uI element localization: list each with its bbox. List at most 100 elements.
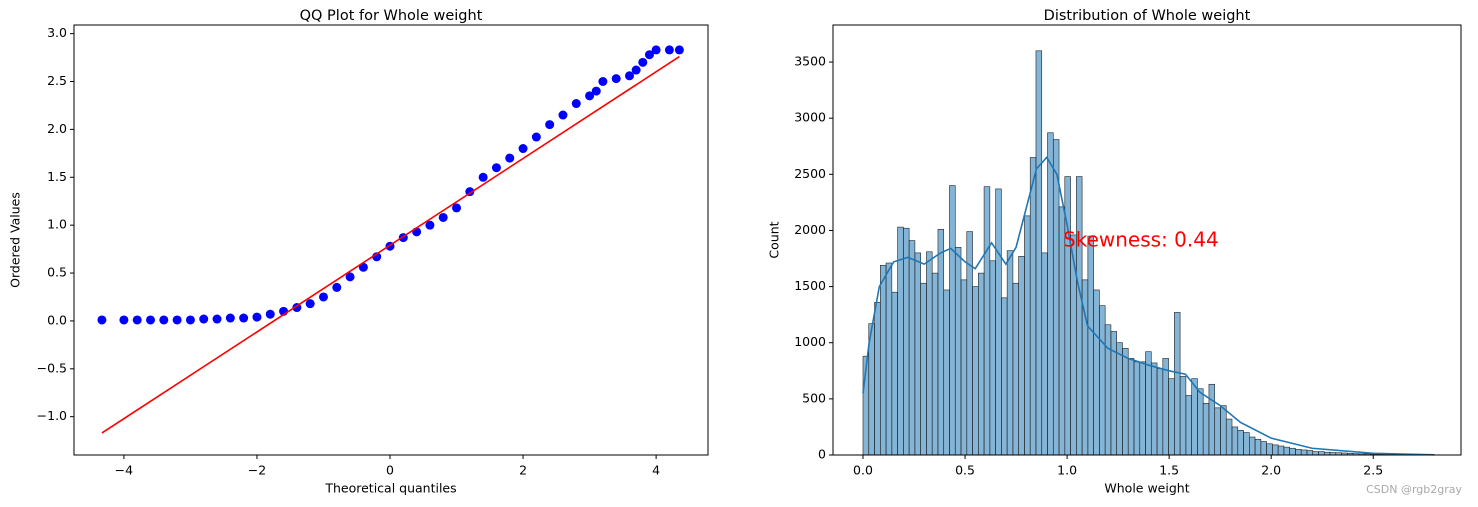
qq-point <box>425 220 435 230</box>
hist-bar <box>972 286 979 456</box>
qq-point <box>591 86 601 96</box>
hist-bar <box>1174 312 1181 456</box>
hist-bar <box>1001 297 1008 456</box>
hist-bar <box>1220 405 1227 456</box>
qq-point <box>631 65 641 75</box>
qq-point <box>585 91 595 101</box>
x-tick-label: 0.5 <box>955 463 975 478</box>
x-tick-label: 2.5 <box>1363 463 1383 478</box>
x-tick-label: −2 <box>248 463 266 478</box>
y-axis-label: Count <box>767 221 782 258</box>
hist-bar <box>1266 443 1273 456</box>
hist-bar <box>1168 378 1175 456</box>
y-tick-label: 2.5 <box>47 73 67 88</box>
hist-bar <box>1208 383 1216 456</box>
qq-point <box>318 292 328 302</box>
hist-bar <box>1237 430 1244 456</box>
hist-bar <box>954 246 962 456</box>
y-tick-label: 0 <box>818 447 826 462</box>
x-tick-label: 0 <box>386 463 394 478</box>
qq-point <box>97 315 107 325</box>
hist-bar <box>1104 324 1112 456</box>
hist-bar <box>1254 438 1262 456</box>
qq-point <box>664 45 674 55</box>
qq-point <box>518 144 528 154</box>
hist-bar <box>1191 378 1198 456</box>
qq-point <box>571 99 581 109</box>
x-axis-label: Theoretical quantiles <box>324 481 456 496</box>
qq-point <box>225 313 235 323</box>
y-tick-label: 1500 <box>794 278 826 293</box>
hist-bar <box>960 279 968 456</box>
hist-bar <box>1231 426 1239 456</box>
hist-bar <box>1306 450 1314 456</box>
hist-bar <box>920 282 927 456</box>
y-tick-label: 3500 <box>794 54 826 69</box>
hist-bar <box>914 252 921 456</box>
hist-bar <box>1041 252 1048 456</box>
hist-bar <box>1295 449 1302 456</box>
qq-point <box>199 314 209 324</box>
qq-point <box>265 309 275 319</box>
hist-bar <box>1260 441 1267 456</box>
hist-bar <box>1197 388 1204 456</box>
qq-point <box>611 74 621 84</box>
axes-frame <box>832 24 1462 456</box>
hist-bar <box>1202 403 1210 456</box>
x-tick-label: 2 <box>519 463 527 478</box>
qq-point <box>674 45 684 55</box>
hist-bar <box>937 229 945 456</box>
qq-point <box>531 132 541 142</box>
y-tick-label: 1000 <box>794 334 826 349</box>
y-tick-label: 3.0 <box>47 25 67 40</box>
hist-bar <box>1185 395 1192 456</box>
qq-point <box>558 110 568 120</box>
hist-bar <box>1150 362 1158 456</box>
hist-bar <box>1145 351 1152 456</box>
hist-bar <box>1018 255 1025 456</box>
y-tick-label: 1.5 <box>47 169 67 184</box>
fit-line <box>101 55 680 434</box>
y-tick-label: −1.0 <box>37 408 67 423</box>
qq-point <box>305 299 315 309</box>
y-tick-label: 2.0 <box>47 121 67 136</box>
hist-bar <box>1122 348 1129 456</box>
y-tick-label: 1.0 <box>47 217 67 232</box>
y-tick-label: −0.5 <box>37 360 67 375</box>
hist-bar <box>926 251 933 456</box>
hist-bar <box>1249 436 1256 456</box>
hist-bar <box>1300 449 1308 456</box>
x-tick-label: −4 <box>115 463 133 478</box>
hist-bar <box>1087 235 1094 456</box>
hist-bar <box>1243 432 1250 456</box>
qq-point <box>345 272 355 282</box>
qq-point <box>252 312 262 322</box>
x-tick-label: 2.0 <box>1261 463 1281 478</box>
qq-point <box>452 203 462 213</box>
y-axis-label: Ordered Values <box>8 192 23 288</box>
hist-bar <box>1179 376 1187 456</box>
hist-bar <box>943 289 950 456</box>
annotation: Skewness: 0.44 <box>1063 228 1219 252</box>
hist-bar <box>1076 176 1083 456</box>
qq-point <box>172 315 182 325</box>
qq-point <box>132 315 142 325</box>
hist-bar <box>1162 358 1169 456</box>
hist-bar <box>1116 342 1123 456</box>
hist-bar <box>989 260 996 456</box>
axes-title: Distribution of Whole weight <box>1044 8 1251 24</box>
x-tick-label: 1.5 <box>1159 463 1179 478</box>
hist-bar <box>885 262 893 456</box>
hist-bar <box>1006 250 1014 456</box>
hist-bar <box>983 186 991 456</box>
qq-point <box>358 262 368 272</box>
hist-bar <box>891 291 898 456</box>
y-tick-label: 2500 <box>794 166 826 181</box>
hist-bar <box>1047 132 1054 456</box>
qq-point <box>119 315 129 325</box>
qq-point <box>491 163 501 173</box>
hist-bar <box>874 302 881 456</box>
qq-point <box>438 212 448 222</box>
qq-point <box>644 50 654 60</box>
